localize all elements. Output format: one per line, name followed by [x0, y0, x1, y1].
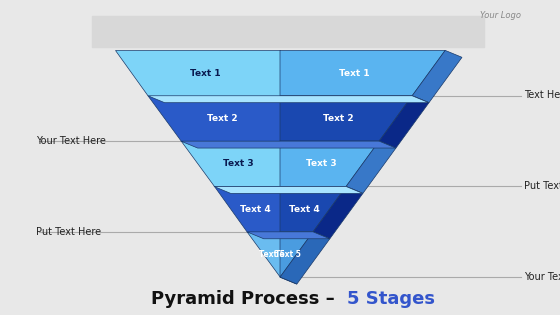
Text: Your Logo: Your Logo [480, 11, 521, 20]
Polygon shape [412, 50, 462, 103]
Polygon shape [280, 96, 412, 141]
Text: Text 1: Text 1 [190, 69, 221, 77]
Text: Text 4: Text 4 [290, 205, 320, 214]
Polygon shape [115, 50, 280, 96]
Polygon shape [280, 141, 379, 186]
Text: Text 2: Text 2 [207, 114, 237, 123]
Polygon shape [214, 186, 363, 193]
Polygon shape [148, 96, 429, 103]
Polygon shape [280, 232, 330, 284]
Polygon shape [247, 232, 330, 239]
Text: Text 3: Text 3 [306, 159, 337, 168]
Polygon shape [280, 232, 313, 277]
Text: Your Text Here: Your Text Here [524, 272, 560, 282]
Text: Text 4: Text 4 [240, 205, 270, 214]
Text: Text 5: Text 5 [259, 250, 284, 259]
Text: Text 1: Text 1 [339, 69, 370, 77]
Text: Text 2: Text 2 [323, 114, 353, 123]
Polygon shape [280, 277, 297, 284]
Text: Text Here: Text Here [524, 90, 560, 100]
Text: Put Text Here: Put Text Here [524, 181, 560, 191]
Polygon shape [181, 141, 396, 148]
Polygon shape [280, 50, 445, 96]
Text: Pyramid Process –: Pyramid Process – [151, 290, 335, 308]
Polygon shape [313, 186, 363, 239]
Text: Text 5: Text 5 [276, 250, 301, 259]
Polygon shape [148, 96, 280, 141]
Text: Your Text Here: Your Text Here [36, 136, 106, 146]
Polygon shape [247, 232, 280, 277]
Polygon shape [346, 141, 396, 193]
Text: 5 Stages: 5 Stages [347, 290, 435, 308]
Polygon shape [379, 96, 429, 148]
Polygon shape [280, 186, 346, 232]
Text: Put Text Here: Put Text Here [36, 226, 101, 237]
Polygon shape [181, 141, 280, 186]
Text: Text 3: Text 3 [223, 159, 254, 168]
Polygon shape [214, 186, 280, 232]
